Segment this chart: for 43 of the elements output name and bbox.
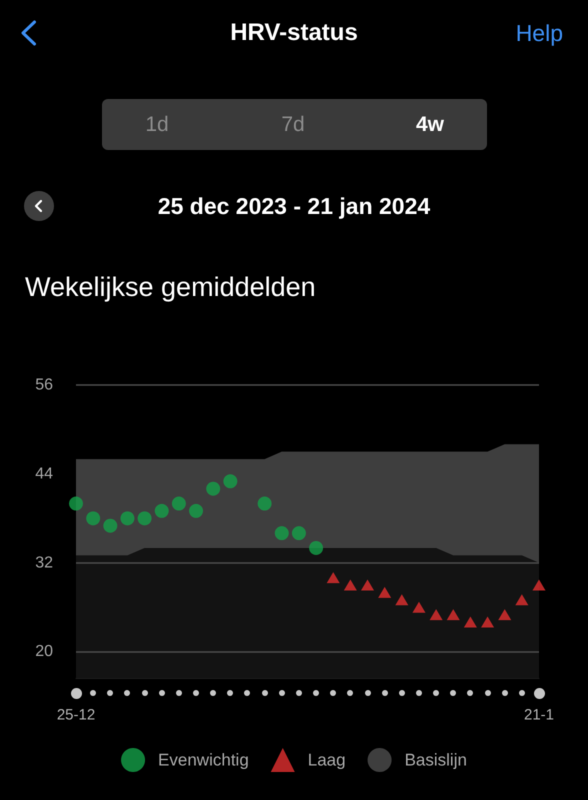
point	[86, 511, 100, 526]
point	[412, 602, 426, 613]
text: Wekelijkse gemiddelden	[25, 271, 316, 303]
y-tick-label: 56	[35, 376, 54, 394]
point	[395, 594, 408, 606]
point	[430, 609, 443, 620]
point	[481, 616, 494, 628]
point	[206, 482, 220, 496]
chart-subtitle: 25 dec 2023 - 21 jan 2024	[158, 192, 430, 221]
point	[172, 496, 186, 510]
point	[464, 616, 477, 628]
point	[189, 504, 204, 518]
point	[154, 504, 169, 518]
point	[446, 609, 460, 620]
point	[326, 572, 340, 584]
x-tick-label: 21-1	[524, 706, 554, 724]
point	[515, 594, 528, 606]
point	[274, 526, 289, 540]
point	[258, 496, 272, 510]
legend-label: Laag	[308, 750, 346, 770]
point	[120, 511, 134, 526]
text: 1d	[145, 112, 169, 138]
y-tick-label: 20	[35, 643, 54, 660]
point	[378, 586, 392, 598]
y-tick-label: 32	[35, 554, 54, 572]
x-tick-label: 25-12	[56, 706, 96, 724]
y-tick-label: 44	[35, 465, 54, 482]
point	[138, 511, 152, 526]
point	[532, 579, 546, 590]
point	[498, 609, 512, 620]
legend-label: Evenwichtig	[158, 750, 249, 770]
text: 7d	[281, 112, 305, 138]
point	[344, 579, 357, 590]
text: Help	[516, 19, 563, 48]
legend-label: Basislijn	[404, 750, 467, 770]
point	[69, 496, 83, 510]
point	[103, 518, 118, 533]
point	[361, 579, 374, 590]
point	[309, 540, 324, 555]
chart-title: HRV-status	[230, 18, 358, 48]
point	[292, 526, 306, 540]
point	[223, 474, 238, 488]
text: 4w	[416, 112, 444, 138]
